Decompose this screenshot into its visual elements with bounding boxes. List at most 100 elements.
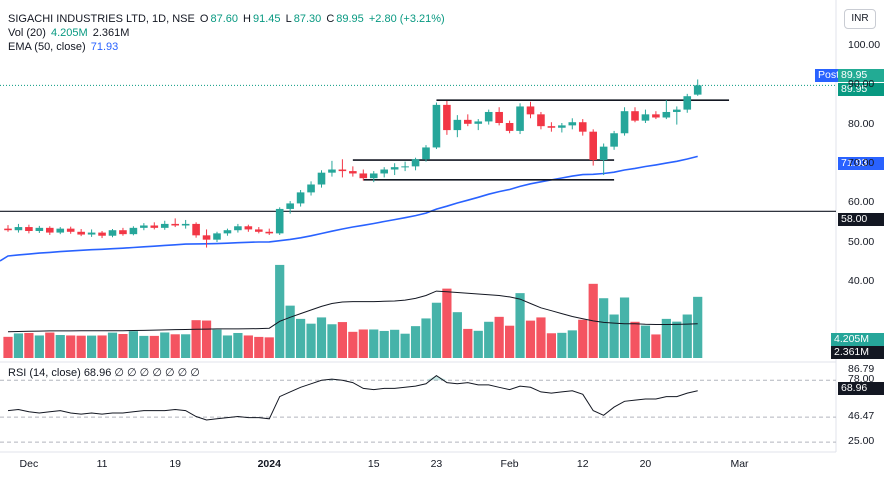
volume-bar xyxy=(3,336,13,358)
candle-body xyxy=(537,114,545,127)
volume-bar xyxy=(254,336,264,358)
currency-button[interactable]: INR xyxy=(844,9,876,29)
volume-value: 4.205M xyxy=(50,27,88,39)
post-price-tag: 89.95 xyxy=(838,69,884,82)
time-tick-label: 23 xyxy=(430,458,443,470)
candle-body xyxy=(390,167,399,170)
volume-label: Vol (20) xyxy=(8,27,46,39)
candle-body xyxy=(432,104,441,148)
volume-bar xyxy=(546,333,556,358)
open-label: O xyxy=(199,13,209,25)
candle-body xyxy=(505,123,514,131)
volume-bar xyxy=(619,297,630,358)
volume-bar xyxy=(693,296,703,358)
volume-bar xyxy=(34,335,44,358)
candle-body xyxy=(662,111,671,118)
volume-bar xyxy=(45,332,55,358)
volume-bar xyxy=(306,323,316,358)
volume-bar xyxy=(682,314,692,358)
volume-bar xyxy=(609,314,619,358)
rsi-line xyxy=(7,374,698,421)
candle-body xyxy=(422,147,430,160)
rsi-value: 68.96 xyxy=(83,367,112,379)
candle-body xyxy=(558,125,566,128)
volume-bar xyxy=(557,332,567,358)
candle-body xyxy=(87,232,96,235)
rsi-legend: RSI (14, close) 68.96 ∅ ∅ ∅ ∅ ∅ ∅ ∅ xyxy=(8,366,200,379)
volume-bar xyxy=(55,335,65,358)
volume-bar xyxy=(484,321,494,358)
volume-bar xyxy=(107,332,118,358)
close-value: 89.95 xyxy=(336,13,364,25)
volume-tag: 4.205M xyxy=(831,333,884,346)
candle-body xyxy=(140,225,148,228)
candle-body xyxy=(265,231,274,234)
rsi-extras: ∅ ∅ ∅ ∅ ∅ ∅ ∅ xyxy=(114,367,200,379)
time-tick-label: 2024 xyxy=(257,458,281,470)
volume-bar xyxy=(421,318,431,358)
volume-bar xyxy=(66,335,76,358)
open-value: 87.60 xyxy=(210,13,238,25)
volume-bar xyxy=(348,331,358,358)
candle-body xyxy=(4,228,12,231)
volume-bar xyxy=(410,326,421,358)
candle-body xyxy=(380,169,388,174)
candle-body xyxy=(620,111,629,134)
candle-body xyxy=(631,111,639,121)
time-tick-label: Mar xyxy=(730,458,749,470)
candle-body xyxy=(46,227,54,233)
rsi-tick-label: 86.79 xyxy=(848,363,875,375)
candle-body xyxy=(181,223,190,226)
candle-body xyxy=(474,121,483,124)
volume-bar xyxy=(431,302,442,358)
volume-bar xyxy=(24,332,34,358)
candle-body xyxy=(328,169,336,173)
low-label: L xyxy=(285,13,292,25)
volume-bar xyxy=(118,334,128,358)
volume-bar xyxy=(149,335,159,358)
candle-body xyxy=(369,173,378,179)
volume-bar xyxy=(160,332,170,358)
symbol-legend: SIGACHI INDUSTRIES LTD, 1D, NSE O 87.60 H… xyxy=(8,13,447,26)
candle-body xyxy=(443,104,451,131)
candle-body xyxy=(673,109,681,112)
candle-body xyxy=(98,232,106,236)
candle-body xyxy=(150,225,159,228)
price-tick-label: 90.00 xyxy=(848,78,875,91)
candle-body xyxy=(610,133,618,147)
rsi-tick-label: 25.00 xyxy=(848,435,875,448)
volume-bar xyxy=(400,333,410,358)
candle-body xyxy=(192,223,200,236)
volume-legend: Vol (20) 4.205M 2.361M xyxy=(8,27,131,40)
volume-bar xyxy=(275,264,285,358)
candle-body xyxy=(244,226,253,230)
post-market-tag: Post xyxy=(815,69,843,82)
candle-body xyxy=(338,169,347,172)
candle-body xyxy=(495,111,503,124)
candle-body xyxy=(234,226,242,231)
volume-bar xyxy=(212,329,222,358)
volume-ma-tag: 2.361M xyxy=(831,346,884,359)
hline-price-tag: 58.00 xyxy=(838,213,884,226)
volume-bar xyxy=(442,288,452,358)
candle-body xyxy=(683,96,692,110)
volume-bar xyxy=(379,330,389,358)
volume-bar xyxy=(87,335,97,358)
ema-legend: EMA (50, close) 71.93 xyxy=(8,41,120,54)
volume-bar xyxy=(640,325,651,358)
volume-bar xyxy=(222,335,233,358)
volume-bar xyxy=(170,334,180,358)
volume-bar xyxy=(567,330,577,358)
candle-body xyxy=(56,228,65,233)
volume-bar xyxy=(316,317,327,358)
volume-bar xyxy=(630,321,640,358)
volume-bar xyxy=(369,329,379,358)
candle-body xyxy=(568,122,577,126)
close-label: C xyxy=(326,13,335,25)
volume-bar xyxy=(181,334,191,358)
time-tick-label: 11 xyxy=(96,458,108,470)
volume-bar xyxy=(463,328,473,358)
volume-bar xyxy=(599,298,609,358)
candle-body xyxy=(401,166,409,168)
